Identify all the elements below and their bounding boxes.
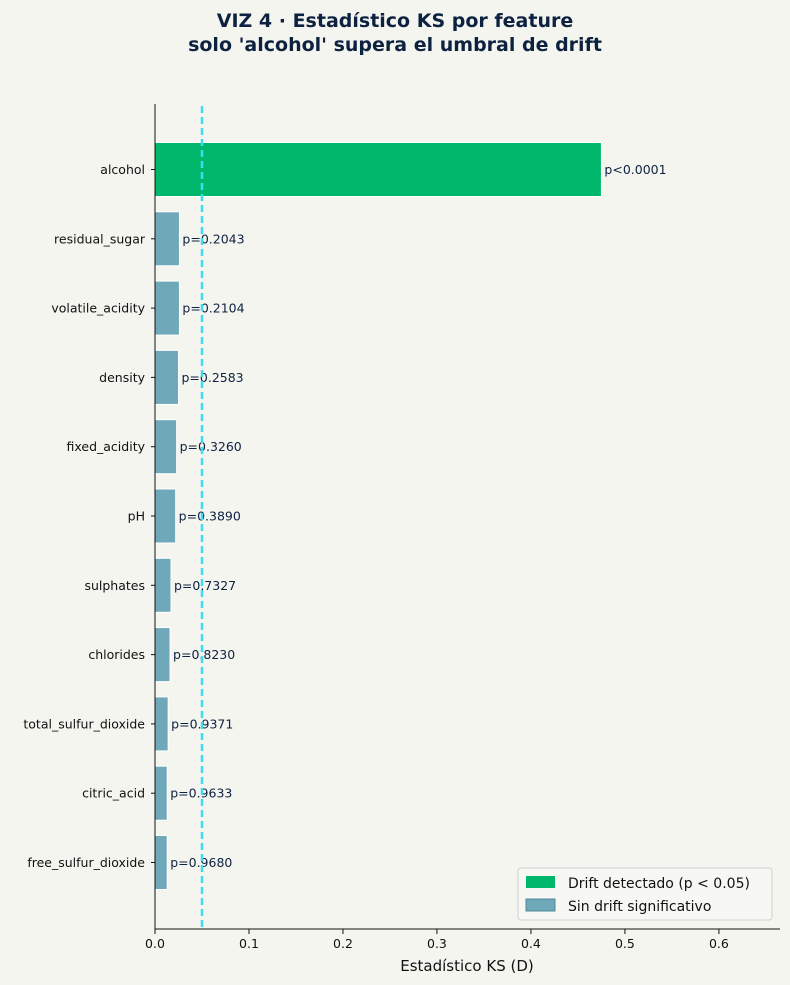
legend-label-drift: Drift detectado (p < 0.05) [568, 876, 750, 892]
x-ticks: 0.0 0.1 0.2 0.3 0.4 0.5 0.6 [145, 929, 729, 951]
x-tick-label-0: 0.0 [145, 936, 165, 951]
category-label-citric_acid: citric_acid [82, 786, 145, 801]
bar-chlorides [154, 627, 171, 683]
category-label-volatile_acidity: volatile_acidity [51, 301, 145, 316]
p-value-labels: p<0.0001 p=0.2043 p=0.2104 p=0.2583 p=0.3260… [170, 162, 666, 870]
p-value-label-sulphates: p=0.7327 [174, 578, 236, 593]
p-value-label-pH: p=0.3890 [179, 509, 241, 524]
bar-residual_sugar [154, 211, 180, 267]
p-value-label-volatile_acidity: p=0.2104 [182, 301, 244, 316]
x-tick-label-5: 0.5 [615, 936, 635, 951]
category-label-alcohol: alcohol [100, 162, 145, 177]
category-label-chlorides: chlorides [88, 647, 145, 662]
legend: Drift detectado (p < 0.05) Sin drift sig… [517, 867, 773, 921]
p-value-label-chlorides: p=0.8230 [173, 647, 235, 662]
bar-fixed_acidity [154, 419, 178, 475]
bars-group [154, 142, 602, 890]
p-value-label-alcohol: p<0.0001 [604, 162, 666, 177]
bar-citric_acid [154, 765, 168, 821]
bar-volatile_acidity [154, 280, 180, 336]
bar-density [154, 349, 179, 405]
x-tick-label-4: 0.4 [521, 936, 541, 951]
x-tick-label-1: 0.1 [239, 936, 259, 951]
x-tick-label-2: 0.2 [333, 936, 353, 951]
category-label-total_sulfur_dioxide: total_sulfur_dioxide [23, 716, 145, 731]
legend-swatch-no-drift [525, 898, 556, 912]
bar-pH [154, 488, 177, 544]
bar-sulphates [154, 557, 172, 613]
category-label-residual_sugar: residual_sugar [54, 231, 146, 246]
x-tick-label-6: 0.6 [709, 936, 729, 951]
legend-label-no-drift: Sin drift significativo [568, 899, 711, 915]
x-tick-label-3: 0.3 [427, 936, 447, 951]
p-value-label-fixed_acidity: p=0.3260 [180, 439, 242, 454]
category-labels: alcohol residual_sugar volatile_acidityden… [23, 162, 155, 870]
bar-free_sulfur_dioxide [154, 835, 168, 890]
p-value-label-residual_sugar: p=0.2043 [182, 231, 244, 246]
category-label-pH: pH [128, 509, 145, 524]
x-axis-title: Estadístico KS (D) [400, 957, 534, 975]
chart-title: VIZ 4 · Estadístico KS por feature [217, 10, 573, 32]
p-value-label-free_sulfur_dioxide: p=0.9680 [170, 855, 232, 870]
category-label-fixed_acidity: fixed_acidity [67, 439, 146, 454]
legend-swatch-drift [526, 876, 555, 888]
category-label-free_sulfur_dioxide: free_sulfur_dioxide [27, 855, 145, 870]
legend-box [517, 867, 773, 921]
category-label-sulphates: sulphates [84, 578, 145, 593]
p-value-label-density: p=0.2583 [181, 370, 243, 385]
bar-alcohol [154, 142, 602, 197]
chart-subtitle: solo 'alcohol' supera el umbral de drift [188, 34, 602, 56]
bar-total_sulfur_dioxide [154, 696, 169, 752]
category-label-density: density [99, 370, 145, 385]
